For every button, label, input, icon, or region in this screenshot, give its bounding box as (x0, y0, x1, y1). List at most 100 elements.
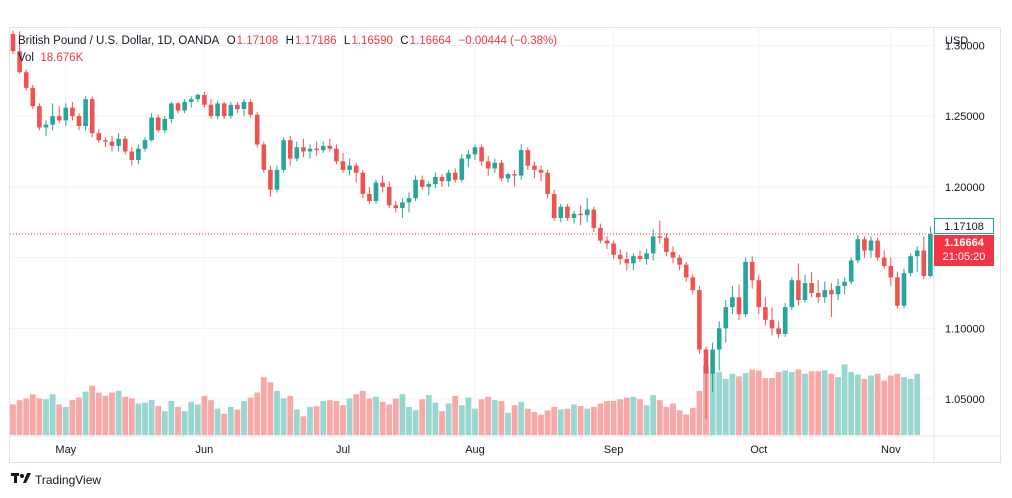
candle-body (631, 256, 636, 264)
volume-bar (181, 411, 188, 435)
volume-bar (709, 372, 716, 435)
candle-body (822, 290, 828, 298)
volume-bar (683, 414, 690, 435)
volume-bar (373, 396, 379, 435)
volume-bar (722, 378, 729, 435)
candle-body (624, 259, 630, 264)
candle-body (17, 51, 22, 73)
candle-body (769, 319, 775, 329)
tradingview-brand[interactable]: TradingView (11, 472, 101, 487)
candle-body (360, 172, 366, 194)
volume-label[interactable]: Vol (18, 52, 34, 64)
candle-body (472, 147, 478, 155)
volume-bar (89, 385, 96, 435)
volume-bar (868, 375, 874, 435)
volume-bar (478, 399, 485, 435)
volume-bar (815, 371, 822, 435)
candle-body (63, 107, 69, 121)
volume-bar (907, 378, 914, 435)
candle-body (268, 169, 273, 190)
volume-bar (188, 401, 195, 435)
volume-bar (491, 400, 498, 435)
candle-body (142, 140, 148, 149)
volume-bar (630, 396, 637, 435)
volume-bar (716, 372, 723, 435)
volume-bar (201, 395, 208, 435)
volume-bar (564, 408, 571, 435)
candle-body (782, 307, 788, 334)
volume-bar (755, 370, 762, 435)
volume-bar (841, 364, 848, 435)
candlesticks (10, 30, 933, 419)
candle-body (274, 169, 280, 190)
candle-body (664, 237, 669, 252)
last-price-value: 1.16664 (944, 237, 984, 249)
time-axis[interactable]: May Jun Jul Aug Sep Oct Nov (55, 444, 901, 456)
candle-body (683, 264, 689, 278)
candle-body (466, 154, 471, 159)
candle-body (89, 99, 95, 134)
time-tick-label: Sep (604, 444, 624, 456)
volume-bar (300, 416, 307, 435)
candle-body (327, 145, 333, 149)
volume-bar (82, 391, 89, 435)
volume-bar (115, 390, 122, 435)
volume-bar (175, 406, 181, 435)
volume-bar (214, 408, 221, 435)
candle-body (657, 236, 663, 238)
close-label: C (400, 35, 409, 47)
volume-bar (69, 400, 76, 435)
candle-body (129, 151, 135, 160)
change-value: −0.00444 (−0.38%) (458, 35, 558, 47)
volume-bar (128, 398, 135, 435)
volume-bar (729, 373, 736, 435)
bar-countdown: 21:05:20 (942, 251, 986, 263)
candle-body (558, 206, 564, 218)
volume-bar (326, 400, 333, 435)
volume-bar (148, 400, 155, 435)
candle-body (914, 250, 920, 257)
candle-body (492, 162, 498, 169)
volume-bar (643, 405, 650, 435)
candle-body (281, 140, 286, 170)
candle-body (439, 176, 445, 182)
volume-bar (901, 377, 907, 435)
volume-bar (518, 401, 525, 435)
candle-body (584, 209, 590, 216)
candle-body (446, 172, 451, 182)
volume-bar (379, 401, 386, 435)
candle-body (868, 240, 874, 251)
candle-body (452, 172, 458, 180)
volume-bar (604, 401, 610, 435)
candle-body (532, 165, 537, 170)
candle-body (386, 186, 392, 206)
volume-bar (472, 408, 478, 435)
volume-bar (260, 377, 267, 435)
volume-bar (696, 390, 703, 435)
volume-bar (287, 395, 294, 435)
candle-body (426, 184, 432, 187)
candle-body (730, 297, 735, 308)
volume-bar (498, 401, 505, 435)
candle-body (789, 280, 795, 308)
volume-bar (280, 398, 287, 435)
candle-body (545, 172, 550, 194)
volume-bar (874, 373, 881, 435)
candle-body (433, 176, 438, 185)
brand-name: TradingView (35, 472, 102, 487)
candle-body (353, 165, 359, 173)
volume-bar (43, 399, 49, 435)
volume-bar (425, 395, 432, 435)
volume-bar (887, 375, 894, 435)
candle-body (479, 147, 484, 162)
candle-body (875, 240, 880, 258)
close-value: 1.16664 (409, 35, 452, 47)
candle-body (776, 328, 781, 334)
volume-bar (10, 404, 16, 435)
candle-body (756, 280, 762, 308)
candle-body (56, 116, 62, 121)
symbol-title[interactable]: British Pound / U.S. Dollar, 1D, OANDA (18, 35, 220, 47)
price-tick-label: 1.20000 (945, 182, 985, 194)
volume-bar (227, 406, 234, 435)
